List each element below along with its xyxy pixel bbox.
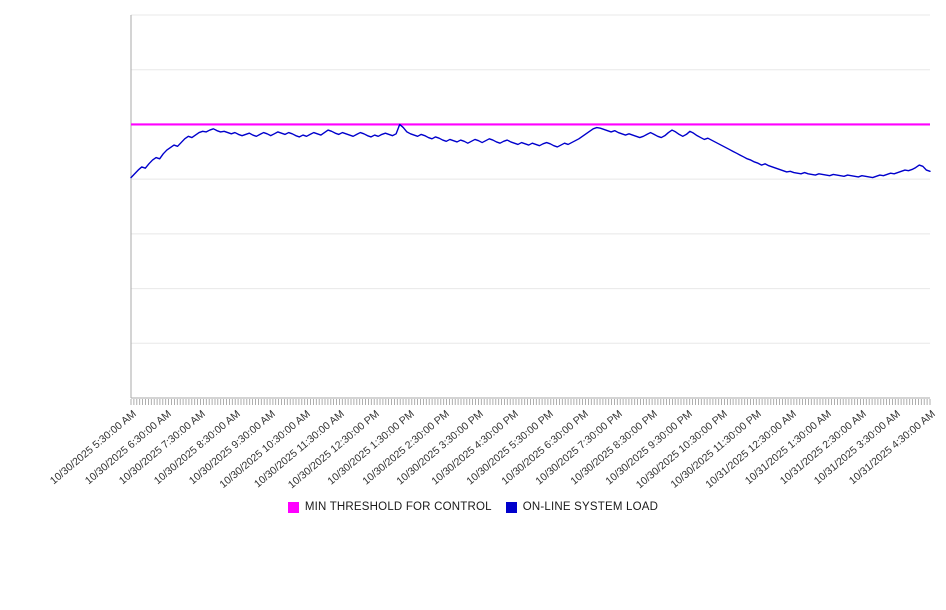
legend-item-load[interactable]: ON-LINE SYSTEM LOAD xyxy=(505,501,659,513)
chart-legend: MIN THRESHOLD FOR CONTROL ON-LINE SYSTEM… xyxy=(0,497,946,517)
gridlines xyxy=(131,14,930,399)
legend-label-load: ON-LINE SYSTEM LOAD xyxy=(522,501,659,513)
legend-label-threshold: MIN THRESHOLD FOR CONTROL xyxy=(304,501,492,513)
series-load-line xyxy=(130,123,931,179)
legend-swatch-load xyxy=(505,501,517,513)
chart-container: 10/30/2025 5:30:00 AM 10/30/2025 6:30:00 … xyxy=(0,14,946,517)
x-axis-ticks xyxy=(130,399,931,405)
legend-item-threshold[interactable]: MIN THRESHOLD FOR CONTROL xyxy=(287,501,492,513)
data-series-layer xyxy=(130,123,931,179)
legend-swatch-threshold xyxy=(287,501,299,513)
line-chart-plot xyxy=(130,14,931,405)
axis-lines xyxy=(130,15,930,399)
